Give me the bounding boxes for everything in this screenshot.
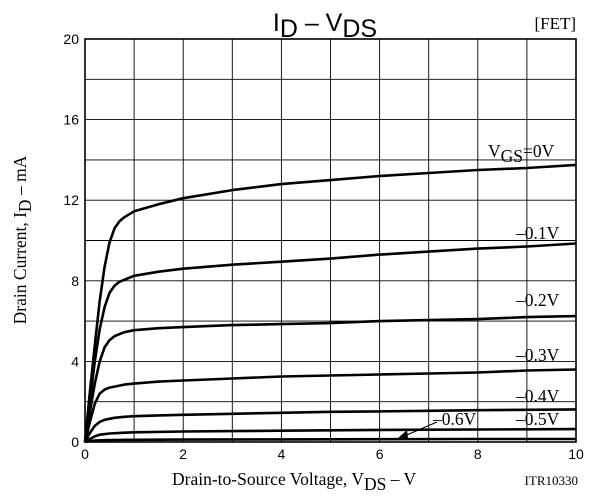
x-tick-label: 8 <box>474 446 482 462</box>
figure-code: ITR10330 <box>525 473 578 488</box>
y-axis-label: Drain Current, ID – mA <box>10 155 35 324</box>
series-label-0-2v: –0.2V <box>515 290 560 310</box>
chart-title-mid: – V <box>298 9 343 37</box>
series-line-1 <box>83 242 577 443</box>
y-axis-label-main: Drain Current, I <box>10 212 30 324</box>
axis-ticks: 0 2 4 6 8 10 0 4 8 12 16 20 <box>63 31 584 462</box>
series-label-0-4v: –0.4V <box>515 386 560 406</box>
x-tick-label: 0 <box>81 446 89 462</box>
series-label-vgs-0v: VGS=0V <box>488 141 555 166</box>
series-label-0-1v: –0.1V <box>515 223 560 243</box>
chart-title-i: I <box>273 9 280 37</box>
plot-frame <box>84 38 577 443</box>
chart-title: ID – VDS <box>273 9 377 43</box>
series-label-0-6v-arrow <box>397 430 408 439</box>
series-label-gs: GS <box>501 146 523 166</box>
x-axis-label: Drain-to-Source Voltage, VDS – V <box>172 469 417 494</box>
x-axis-label-main: Drain-to-Source Voltage, V <box>172 469 364 489</box>
y-tick-label: 20 <box>63 31 79 47</box>
x-tick-label: 4 <box>278 446 286 462</box>
y-tick-label: 4 <box>71 353 79 369</box>
series-label-0-5v: –0.5V <box>515 409 560 429</box>
grid <box>85 39 576 442</box>
series-label-0-6v-leader <box>401 421 438 438</box>
y-tick-label: 12 <box>63 192 79 208</box>
x-tick-label: 2 <box>179 446 187 462</box>
curve-labels: VGS=0V –0.1V –0.2V –0.3V –0.4V –0.5V –0.… <box>397 141 560 439</box>
y-tick-label: 8 <box>71 273 79 289</box>
chart-tag: [FET] <box>534 14 576 33</box>
x-axis-label-unit: – V <box>386 469 416 489</box>
series-line-6 <box>84 437 576 444</box>
series-line-4 <box>83 408 577 443</box>
series-line-5 <box>84 427 577 444</box>
series-line-0 <box>83 163 577 443</box>
chart-title-sub-d: D <box>280 15 298 43</box>
x-tick-label: 6 <box>376 446 384 462</box>
series-label-v: V <box>488 141 501 161</box>
curves <box>83 163 577 444</box>
series-label-0-6v: –0.6V <box>432 409 477 429</box>
series-label-0-3v: –0.3V <box>515 345 560 365</box>
y-axis-label-unit: – mA <box>10 155 30 199</box>
y-axis-label-sub: D <box>15 199 35 212</box>
chart-title-sub-ds: DS <box>342 15 377 43</box>
y-tick-label: 16 <box>63 112 79 128</box>
y-tick-label: 0 <box>71 434 79 450</box>
series-label-eq: =0V <box>523 141 555 161</box>
x-axis-label-sub: DS <box>364 474 386 494</box>
series-line-2 <box>83 314 577 443</box>
series-line-3 <box>83 368 577 443</box>
x-tick-label: 10 <box>568 446 584 462</box>
